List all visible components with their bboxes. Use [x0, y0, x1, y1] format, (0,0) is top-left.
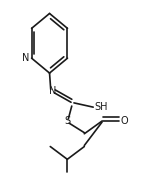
- Text: O: O: [121, 116, 128, 126]
- Text: S: S: [64, 116, 70, 126]
- Text: N: N: [49, 86, 56, 96]
- Text: SH: SH: [94, 102, 107, 112]
- Text: N: N: [22, 53, 29, 63]
